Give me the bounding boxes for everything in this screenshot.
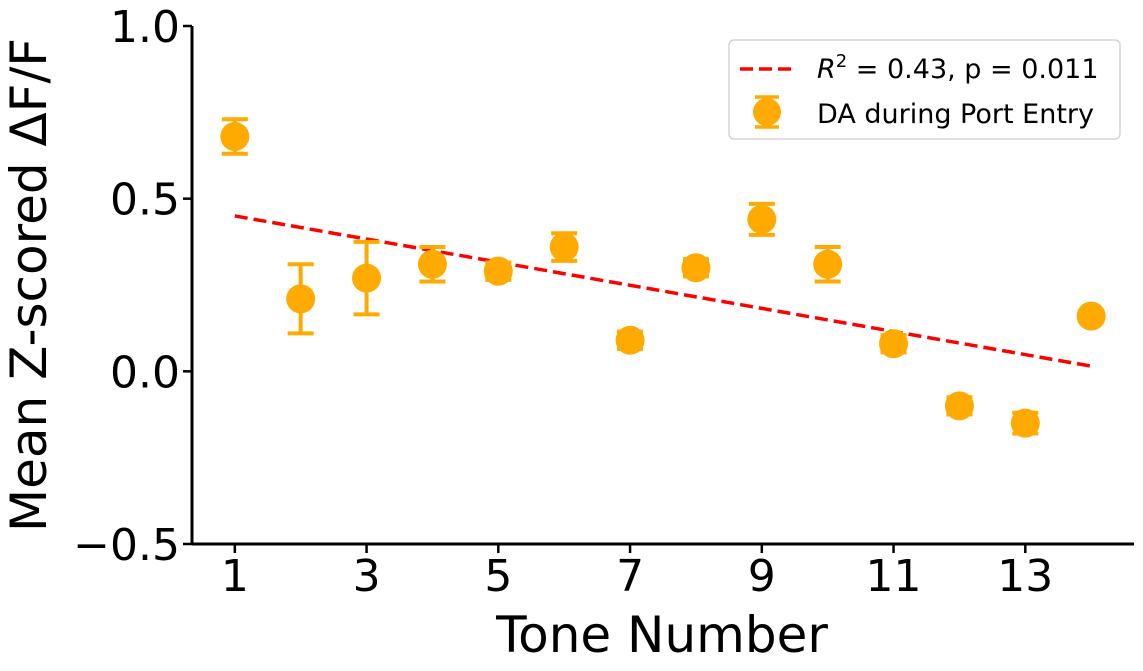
x-tick-label: 11 (866, 551, 922, 602)
data-point (352, 263, 382, 293)
data-point (681, 253, 711, 283)
data-point (549, 232, 579, 262)
y-tick-label: 1.0 (110, 2, 180, 53)
x-tick-label: 9 (748, 551, 776, 602)
legend: R2 = 0.43, p = 0.011 DA during Port Entr… (728, 39, 1121, 140)
data-point (879, 329, 909, 359)
y-tick-label: −0.5 (73, 520, 180, 571)
x-tick-label: 3 (353, 551, 381, 602)
data-point (1076, 301, 1106, 331)
legend-box (728, 39, 1121, 140)
axes (190, 26, 1134, 546)
x-tick-label: 13 (997, 551, 1053, 602)
x-tick-label: 5 (484, 551, 512, 602)
data-point (1010, 408, 1040, 438)
ticks: 1 3 5 7 9 11 13−0.50.00.51.0 (73, 2, 1053, 602)
y-tick-label: 0.5 (110, 175, 180, 226)
data-point (483, 256, 513, 286)
y-tick-label: 0.0 (110, 347, 180, 398)
x-tick-label: 7 (616, 551, 644, 602)
y-axis-title: Mean Z-scored ΔF/F (0, 38, 58, 532)
legend-series-label: DA during Port Entry (817, 99, 1094, 130)
data-point (286, 284, 316, 314)
plot-area (220, 117, 1106, 438)
legend-trendline-label: R2 = 0.43, p = 0.011 (817, 51, 1099, 85)
data-point (747, 204, 777, 234)
data-point (813, 249, 843, 279)
data-point (944, 391, 974, 421)
data-point (220, 122, 250, 152)
x-tick-label: 1 (221, 551, 249, 602)
data-point (417, 249, 447, 279)
data-point (615, 325, 645, 355)
legend-series-swatch (753, 95, 781, 129)
x-axis-title: Tone Number (495, 606, 828, 664)
